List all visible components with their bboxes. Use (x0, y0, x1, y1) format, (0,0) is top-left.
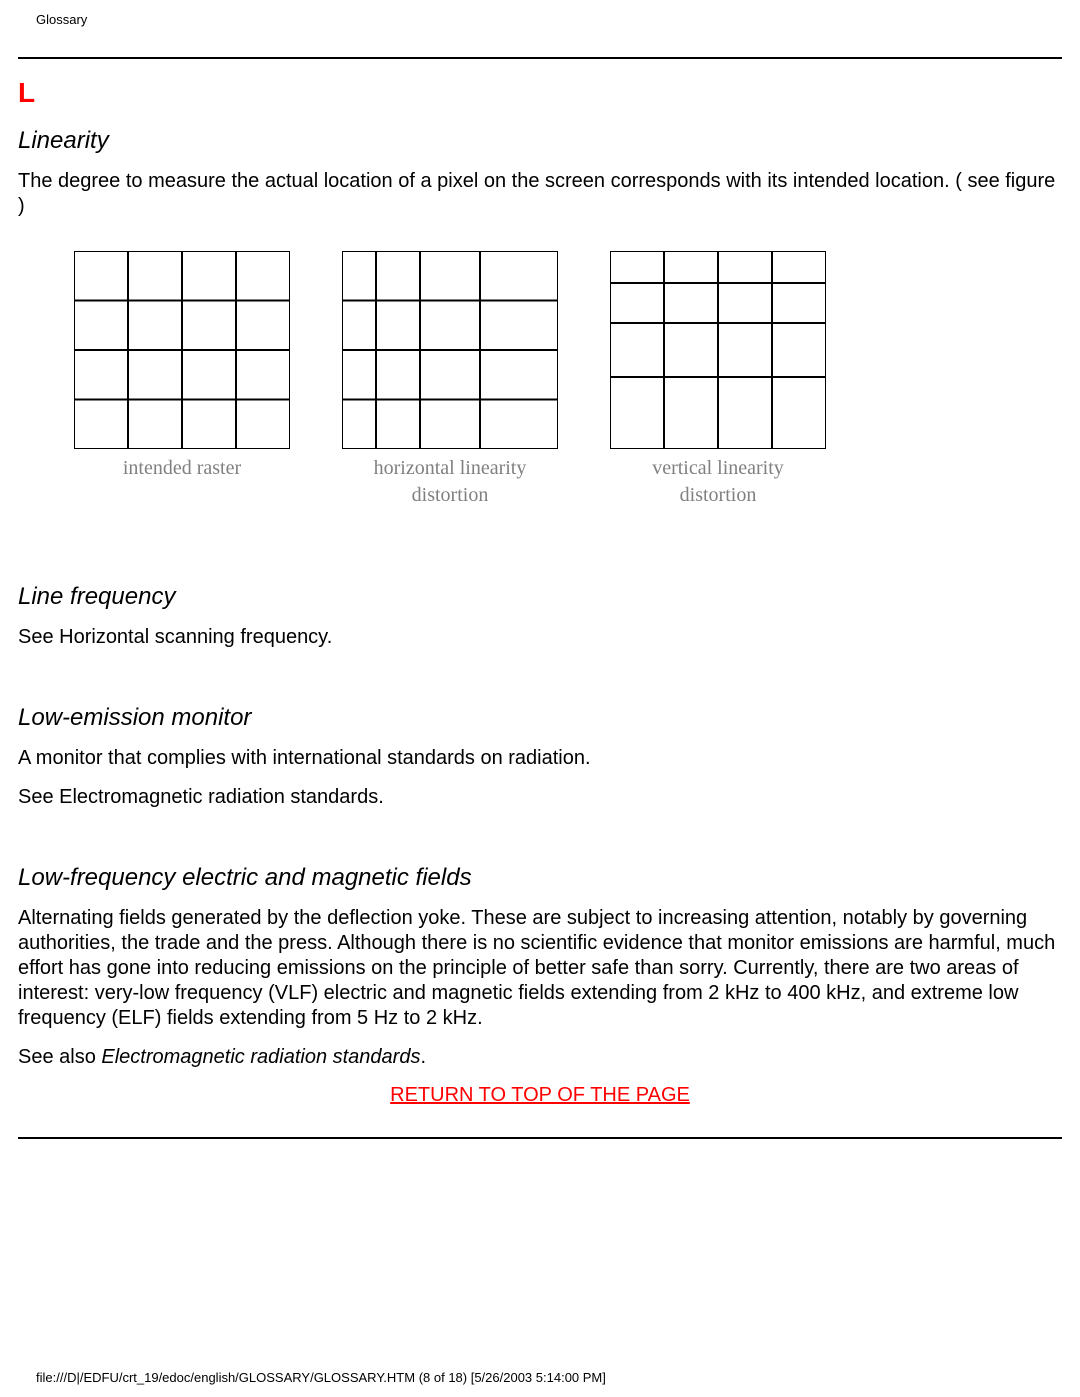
definition-low-freq-fields: Alternating fields generated by the defl… (18, 906, 1062, 1031)
grid-horizontal-distortion (342, 251, 558, 449)
caption-horizontal: horizontal linearity distortion (374, 455, 527, 509)
figure-intended: intended raster (74, 251, 290, 509)
figure-horizontal: horizontal linearity distortion (342, 251, 558, 509)
term-low-freq-fields: Low-frequency electric and magnetic fiel… (18, 864, 1062, 892)
definition-low-emission-1: A monitor that complies with internation… (18, 746, 1062, 771)
caption-vertical: vertical linearity distortion (652, 455, 784, 509)
caption-intended: intended raster (123, 455, 241, 482)
letter-heading: L (18, 77, 1062, 109)
figures-row: intended raster horizontal linearity dis… (18, 233, 1062, 537)
return-to-top-link[interactable]: RETURN TO TOP OF THE PAGE (18, 1084, 1062, 1107)
see-also-low-freq: See also Electromagnetic radiation stand… (18, 1045, 1062, 1070)
term-low-emission: Low-emission monitor (18, 704, 1062, 732)
divider-top (18, 57, 1062, 59)
definition-linearity: The degree to measure the actual locatio… (18, 169, 1062, 219)
grid-intended-raster (74, 251, 290, 449)
definition-line-frequency: See Horizontal scanning frequency. (18, 625, 1062, 650)
grid-vertical-distortion (610, 251, 826, 449)
term-linearity: Linearity (18, 127, 1062, 155)
divider-bottom (18, 1137, 1062, 1139)
figure-vertical: vertical linearity distortion (610, 251, 826, 509)
header-title: Glossary (36, 12, 87, 27)
page-header: Glossary (0, 0, 1080, 27)
term-line-frequency: Line frequency (18, 583, 1062, 611)
definition-low-emission-2: See Electromagnetic radiation standards. (18, 785, 1062, 810)
footer-path: file:///D|/EDFU/crt_19/edoc/english/GLOS… (36, 1370, 606, 1385)
